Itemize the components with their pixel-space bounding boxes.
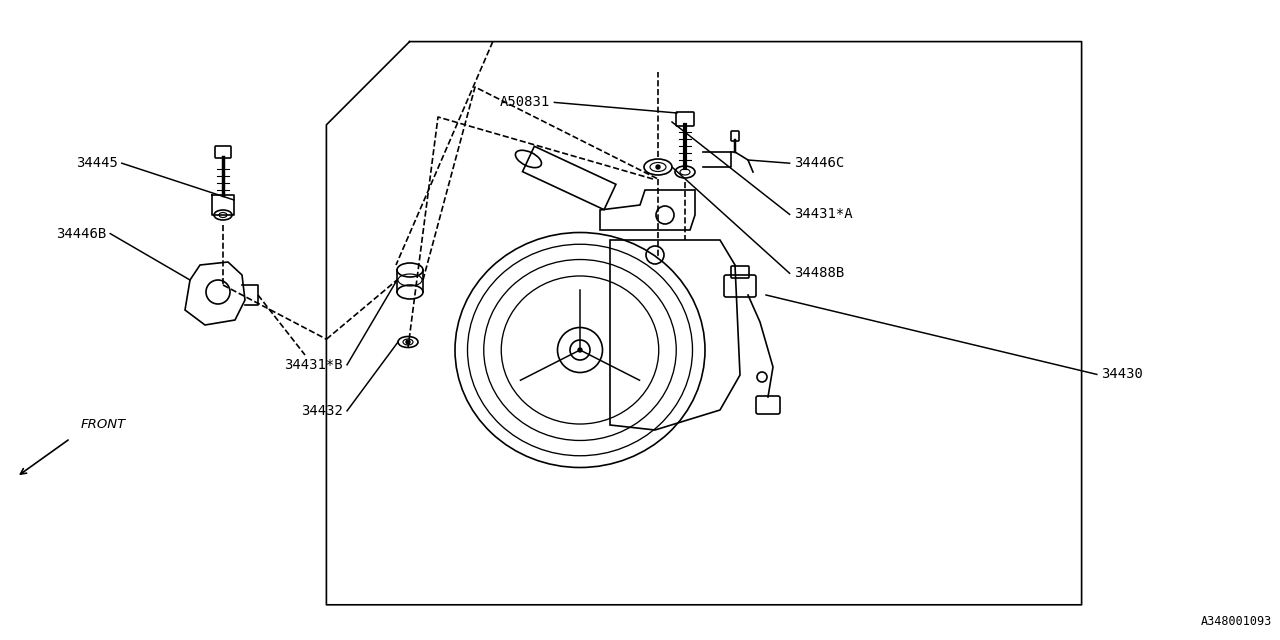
Text: 34446B: 34446B xyxy=(56,227,106,241)
Text: 34445: 34445 xyxy=(76,156,118,170)
Text: FRONT: FRONT xyxy=(81,418,125,431)
Text: 34446C: 34446C xyxy=(794,156,844,170)
Text: 34431*B: 34431*B xyxy=(284,358,343,372)
Text: 34431*A: 34431*A xyxy=(794,207,852,221)
Circle shape xyxy=(406,340,410,344)
Circle shape xyxy=(579,348,582,352)
Circle shape xyxy=(657,165,660,169)
Text: 34432: 34432 xyxy=(301,404,343,418)
Text: A50831: A50831 xyxy=(500,95,550,109)
Text: 34488B: 34488B xyxy=(794,266,844,280)
Text: A348001093: A348001093 xyxy=(1201,615,1272,628)
Text: 34430: 34430 xyxy=(1101,367,1143,381)
